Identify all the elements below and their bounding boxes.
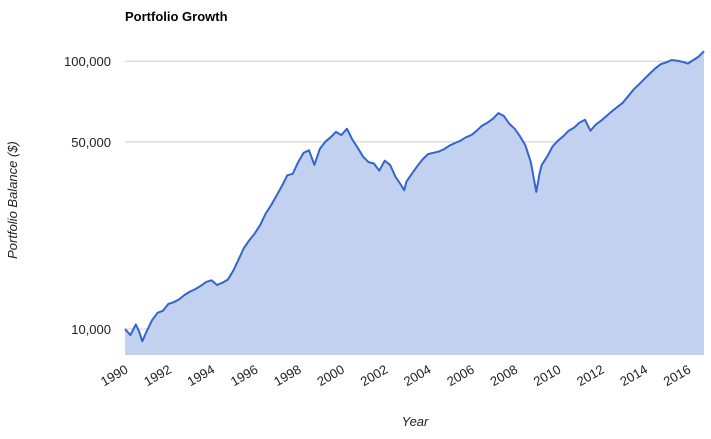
x-tick-label: 2006 [444, 362, 477, 389]
x-tick-label: 2014 [617, 362, 650, 389]
x-tick-label: 2004 [401, 362, 434, 389]
x-tick-label: 2008 [488, 362, 521, 389]
x-tick-label: 2016 [661, 362, 694, 389]
x-tick-label: 2012 [574, 362, 607, 389]
x-tick-label: 2000 [314, 362, 347, 389]
x-tick-label: 2002 [358, 362, 391, 389]
x-tick-label: 1990 [98, 362, 131, 389]
x-axis-title: Year [402, 414, 429, 429]
series-line [124, 50, 705, 343]
y-axis-ticks: 10,000 50,000 100,000 [64, 54, 111, 337]
chart-title: Portfolio Growth [125, 9, 228, 24]
x-tick-label: 1998 [271, 362, 304, 389]
y-tick-label: 50,000 [71, 135, 111, 150]
y-tick-label: 10,000 [71, 322, 111, 337]
plot-area [124, 50, 705, 355]
x-tick-label: 1994 [185, 362, 218, 389]
x-tick-label: 1992 [141, 362, 174, 389]
x-tick-label: 2010 [531, 362, 564, 389]
x-axis-ticks: 1990 1992 1994 1996 1998 2000 2002 2004 2006 2008… [98, 362, 693, 389]
x-tick-label: 1996 [228, 362, 261, 389]
y-tick-label: 100,000 [64, 54, 111, 69]
area-fill [125, 51, 704, 355]
y-axis-title: Portfolio Balance ($) [5, 141, 20, 259]
